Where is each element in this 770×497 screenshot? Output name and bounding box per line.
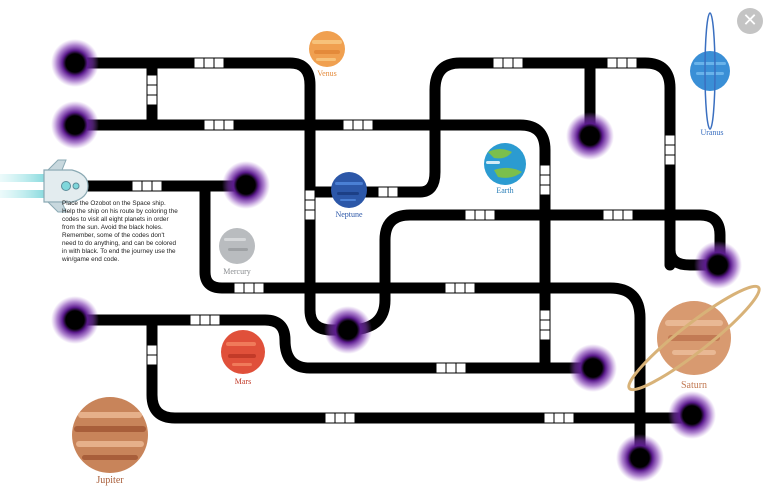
black-hole-icon <box>566 112 614 160</box>
mars-label: Mars <box>234 377 252 386</box>
code-boxes <box>131 57 676 424</box>
black-hole-icon <box>51 296 99 344</box>
mercury-label: Mercury <box>223 267 251 276</box>
earth-planet-icon <box>484 143 526 185</box>
uranus-label: Uranus <box>700 128 724 137</box>
code-box[interactable] <box>146 74 158 106</box>
saturn-label: Saturn <box>680 380 708 391</box>
code-box[interactable] <box>602 209 634 221</box>
track-ship-drop <box>199 180 286 294</box>
code-box[interactable] <box>444 282 476 294</box>
jupiter-planet-icon <box>72 397 148 473</box>
spaceship-icon <box>0 159 89 213</box>
track-lines <box>69 57 726 464</box>
code-box[interactable] <box>324 412 356 424</box>
black-holes <box>51 39 742 482</box>
code-box[interactable] <box>146 344 158 366</box>
code-box[interactable] <box>539 309 551 341</box>
uranus-planet-icon <box>690 12 730 130</box>
venus-label: Venus <box>317 69 337 78</box>
code-box[interactable] <box>664 134 676 166</box>
close-button[interactable]: ✕ <box>737 8 763 34</box>
code-box[interactable] <box>304 189 316 221</box>
code-box[interactable] <box>539 164 551 196</box>
black-hole-icon <box>694 241 742 289</box>
saturn-planet-icon <box>627 284 761 392</box>
black-hole-icon <box>51 101 99 149</box>
jupiter-label: Jupiter <box>96 475 124 486</box>
neptune-label: Neptune <box>335 210 363 219</box>
mercury-planet-icon <box>219 228 255 264</box>
track-lower <box>69 314 599 374</box>
track-neptune <box>304 57 676 271</box>
venus-planet-icon <box>309 31 345 67</box>
track-bottom <box>146 314 698 424</box>
track-middle <box>274 282 646 464</box>
code-box[interactable] <box>492 57 524 69</box>
black-hole-icon <box>668 391 716 439</box>
black-hole-icon <box>222 161 270 209</box>
neptune-planet-icon <box>331 172 367 208</box>
instructions-text: Place the Ozobot on the Space ship. Help… <box>62 200 178 263</box>
black-hole-icon <box>324 306 372 354</box>
code-box[interactable] <box>233 282 265 294</box>
code-box[interactable] <box>203 119 235 131</box>
black-hole-icon <box>616 434 664 482</box>
earth-label: Earth <box>496 186 514 195</box>
code-box[interactable] <box>342 119 374 131</box>
code-box[interactable] <box>189 314 221 326</box>
code-box[interactable] <box>606 57 638 69</box>
track-middle-right <box>342 209 726 336</box>
track-second <box>69 119 551 371</box>
mars-planet-icon <box>221 330 265 374</box>
code-box[interactable] <box>193 57 225 69</box>
code-box[interactable] <box>543 412 575 424</box>
code-box[interactable] <box>131 180 163 192</box>
track-right-turn <box>664 244 724 271</box>
code-box[interactable] <box>435 362 467 374</box>
black-hole-icon <box>569 344 617 392</box>
code-box[interactable] <box>377 186 399 198</box>
black-hole-icon <box>51 39 99 87</box>
close-icon: ✕ <box>742 10 758 31</box>
code-box[interactable] <box>464 209 496 221</box>
